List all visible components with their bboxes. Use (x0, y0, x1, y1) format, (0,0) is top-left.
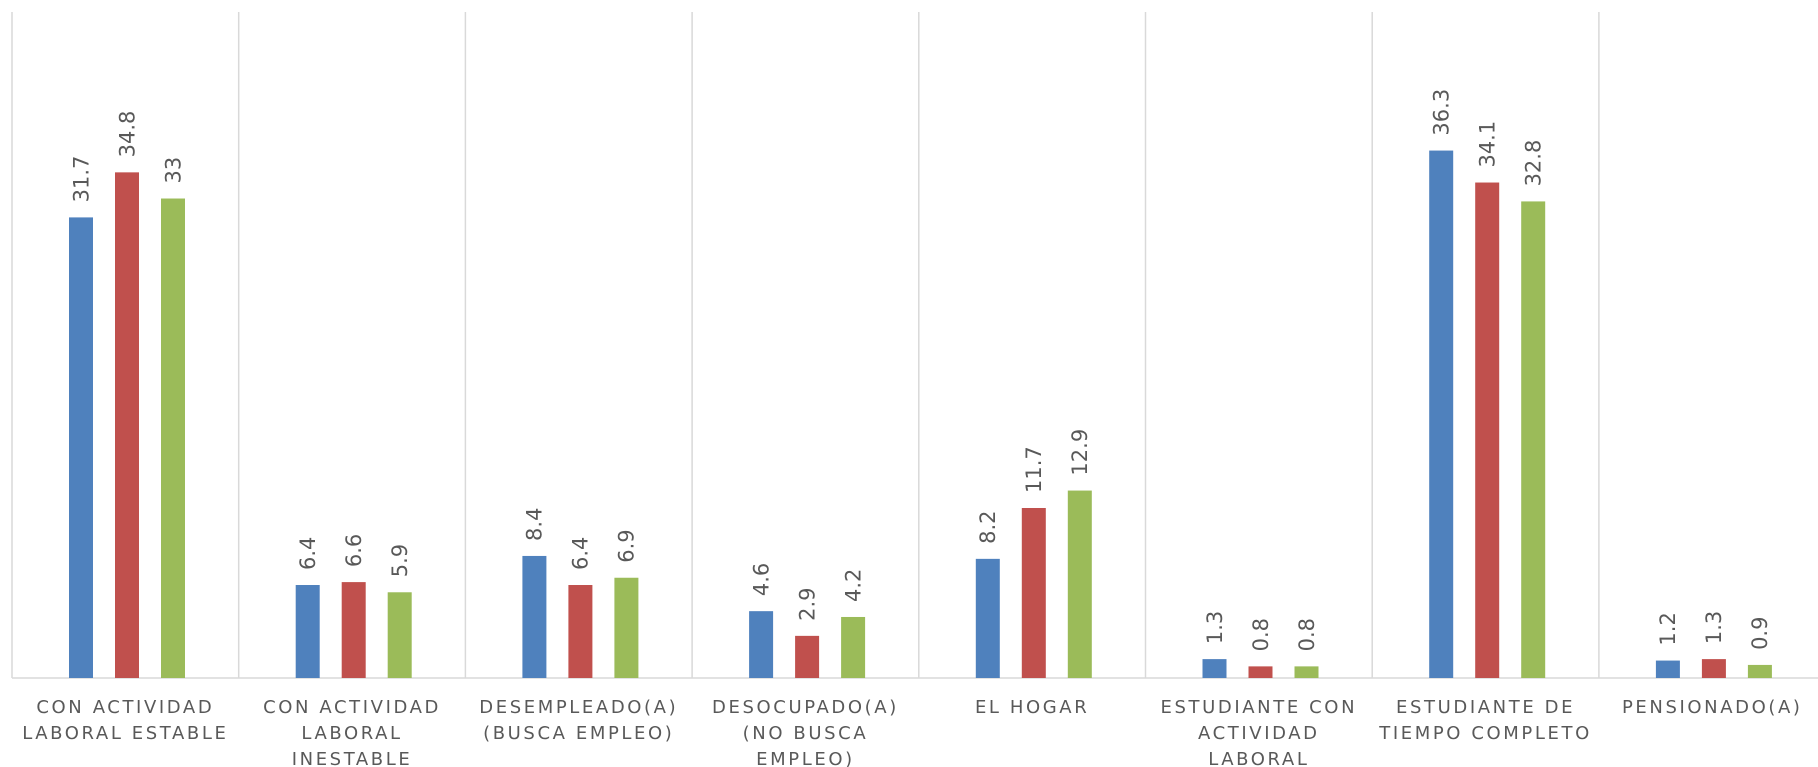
category-label-line: CON ACTIVIDAD (263, 697, 441, 718)
category-label: CON ACTIVIDAD LABORAL INESTABLE (263, 697, 441, 767)
bars-layer (69, 150, 1772, 679)
bar (522, 555, 547, 678)
data-label: 1.2 (1656, 612, 1680, 645)
category-label: ESTUDIANTE CON ACTIVIDAD LABORAL (1161, 697, 1358, 767)
category-label-line: CON ACTIVIDAD (36, 697, 214, 718)
data-label: 8.2 (976, 510, 1000, 543)
data-label: 32.8 (1522, 140, 1546, 187)
data-label: 1.3 (1203, 611, 1227, 644)
bar (1248, 666, 1273, 678)
bar (1067, 490, 1092, 678)
category-dividers (11, 12, 1600, 678)
bar (1294, 666, 1319, 678)
bar (568, 585, 593, 678)
bar (614, 577, 639, 678)
data-label: 2.9 (795, 587, 819, 620)
data-label: 11.7 (1022, 446, 1046, 493)
data-label: 36.3 (1430, 89, 1454, 136)
data-label: 31.7 (69, 156, 93, 203)
data-label: 6.4 (569, 537, 593, 570)
bar (1747, 664, 1772, 678)
data-label: 0.9 (1748, 617, 1772, 650)
category-label-line: ESTUDIANTE DE (1396, 697, 1575, 718)
category-label-line: ESTUDIANTE CON (1161, 697, 1358, 718)
data-label: 6.6 (342, 534, 366, 567)
data-label: 4.6 (749, 563, 773, 596)
data-label: 1.3 (1702, 611, 1726, 644)
category-label-line: INESTABLE (292, 749, 413, 767)
category-label-line: (BUSCA EMPLEO) (483, 723, 674, 744)
bar (69, 217, 93, 679)
category-label-line: EL HOGAR (975, 697, 1089, 718)
data-label: 0.8 (1249, 618, 1273, 651)
category-label: ESTUDIANTE DE TIEMPO COMPLETO (1378, 697, 1592, 744)
category-label-line: LABORAL ESTABLE (22, 723, 228, 744)
data-label: 5.9 (388, 544, 412, 577)
category-label: CON ACTIVIDAD LABORAL ESTABLE (22, 697, 228, 744)
bar (1521, 201, 1546, 678)
data-label: 34.1 (1476, 121, 1500, 168)
category-label-line: PENSIONADO(A) (1622, 697, 1803, 718)
category-label-line: ACTIVIDAD (1198, 723, 1320, 744)
bar (1701, 659, 1726, 678)
data-label: 33 (161, 157, 185, 184)
data-label: 6.4 (296, 537, 320, 570)
bar (1021, 507, 1046, 678)
bar (1475, 182, 1500, 679)
data-labels-layer: 31.7 6.4 8.4 4.6 8.2 1.3 36.3 1.2 34.8 6.6 6.4 2.9 1… (69, 89, 1772, 652)
category-label-line: LABORAL (1208, 749, 1309, 767)
data-label: 6.9 (615, 529, 639, 562)
category-label-line: EMPLEO) (756, 749, 855, 767)
bar (1202, 659, 1227, 678)
category-label: PENSIONADO(A) (1622, 697, 1803, 718)
data-label: 0.8 (1295, 618, 1319, 651)
bar (1655, 660, 1680, 678)
bar (341, 582, 366, 678)
category-label-line: DESEMPLEADO(A) (479, 697, 678, 718)
category-label-line: LABORAL (301, 723, 402, 744)
data-label: 8.4 (523, 508, 547, 541)
bar (975, 558, 1000, 678)
bar (795, 635, 820, 678)
category-label: DESEMPLEADO(A) (BUSCA EMPLEO) (479, 697, 678, 744)
data-label: 12.9 (1068, 429, 1092, 476)
category-label-line: TIEMPO COMPLETO (1378, 723, 1592, 744)
bar (295, 585, 320, 678)
category-label: EL HOGAR (975, 697, 1089, 718)
data-label: 34.8 (115, 111, 139, 158)
bar (841, 616, 866, 678)
category-label: DESOCUPADO(A) (NO BUSCA EMPLEO) (712, 697, 899, 767)
bar (1429, 150, 1454, 678)
bar (115, 172, 139, 678)
bar (161, 198, 185, 678)
bar (387, 592, 412, 678)
data-label: 4.2 (841, 569, 865, 602)
category-label-line: DESOCUPADO(A) (712, 697, 899, 718)
bar (749, 611, 774, 678)
category-label-line: (NO BUSCA (743, 723, 869, 744)
